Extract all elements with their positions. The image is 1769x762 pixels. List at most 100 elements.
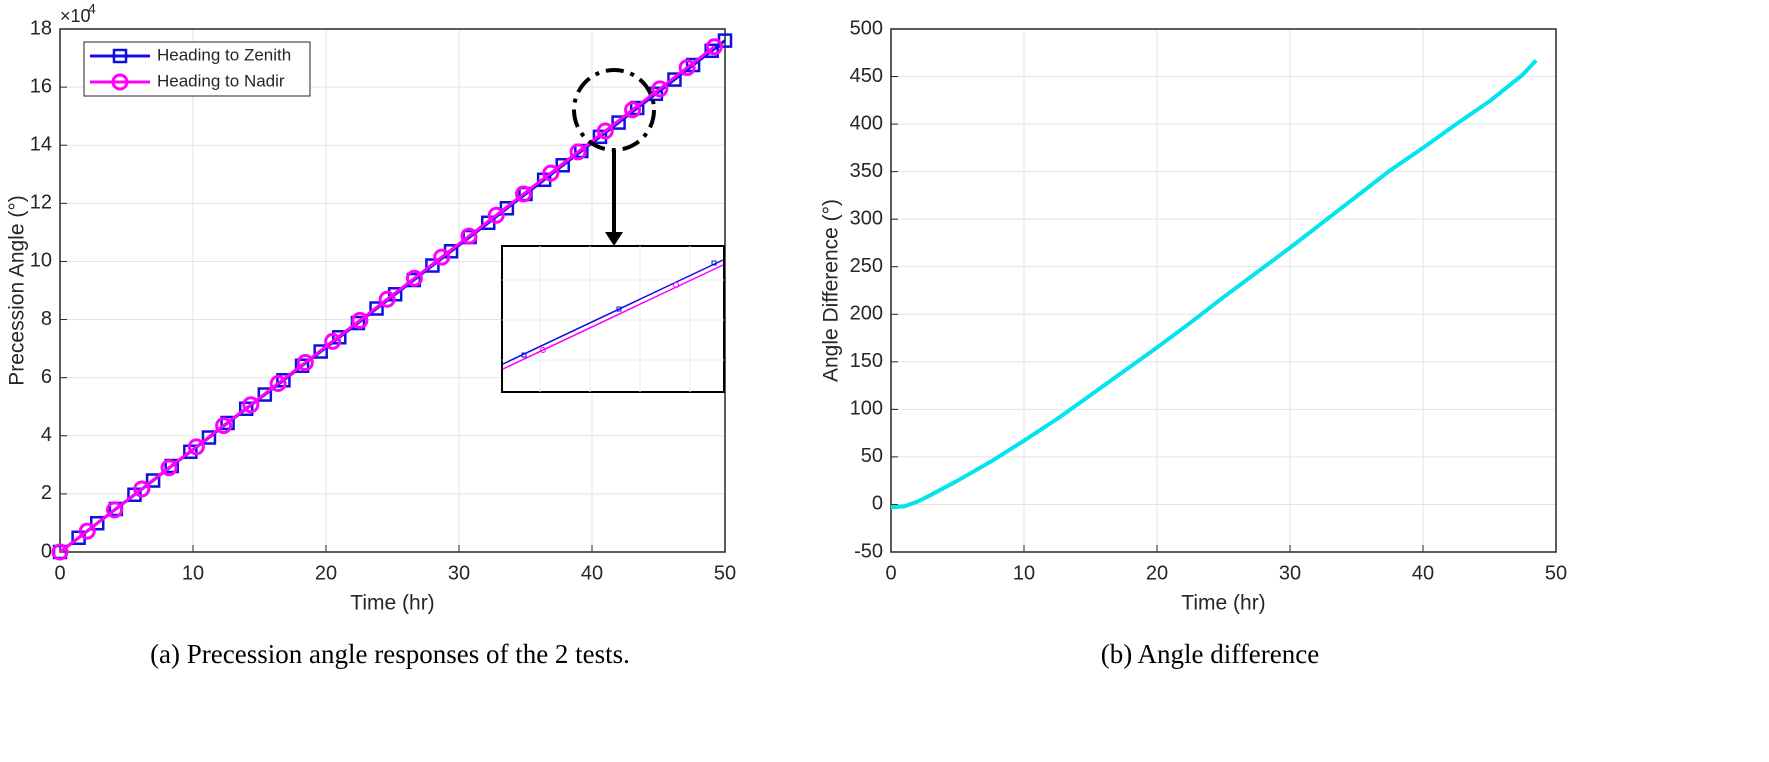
marker <box>324 332 342 350</box>
marker <box>542 164 560 182</box>
marker <box>215 417 233 435</box>
marker <box>257 387 273 402</box>
y-tick-label: 200 <box>850 303 883 325</box>
marker <box>569 143 587 161</box>
inset-marker <box>521 352 527 358</box>
marker <box>425 258 440 273</box>
x-tick-label: 20 <box>1146 562 1168 584</box>
marker <box>220 415 235 431</box>
marker <box>106 501 124 519</box>
inset-nadir-line <box>502 264 724 370</box>
x-tick-label: 50 <box>1545 562 1567 584</box>
y-tick-label: 50 <box>861 445 883 467</box>
legend-marker <box>112 48 128 64</box>
y-tick-label: 400 <box>850 112 883 134</box>
plot-area <box>891 29 1556 552</box>
marker <box>667 72 682 87</box>
inset-box <box>501 245 725 393</box>
inset-grid <box>502 246 724 392</box>
y-tick-label: 4 <box>41 424 52 446</box>
inset-marker <box>540 347 546 353</box>
marker <box>515 185 533 203</box>
x-tick-label: 30 <box>1279 562 1301 584</box>
y-tick-label: 16 <box>30 75 52 97</box>
x-axis-label: Time (hr) <box>1181 592 1265 615</box>
y-tick-label: 450 <box>850 65 883 87</box>
y-tick-label: 0 <box>41 540 52 562</box>
x-tick-label: 10 <box>1013 562 1035 584</box>
marker <box>187 438 205 456</box>
y-tick-label: 250 <box>850 255 883 277</box>
marker <box>294 358 310 374</box>
legend-label: Heading to Nadir <box>157 71 285 90</box>
x-tick-label: 10 <box>182 562 204 584</box>
y-tick-label: 10 <box>30 250 52 272</box>
y-tick-label: 100 <box>850 398 883 420</box>
marker <box>611 115 626 130</box>
y-tick-label: 12 <box>30 192 52 214</box>
y-axis-label: Angle Difference (°) <box>820 199 843 382</box>
y-tick-label: 8 <box>41 308 52 330</box>
marker <box>651 80 669 98</box>
y-tick-label: 300 <box>850 207 883 229</box>
y-tick-label: 0 <box>872 493 883 515</box>
x-tick-label: 0 <box>885 562 896 584</box>
marker <box>133 480 151 498</box>
data-line <box>59 45 716 554</box>
x-tick-label: 50 <box>714 562 736 584</box>
marker <box>705 38 723 56</box>
y-tick-label: 2 <box>41 482 52 504</box>
marker <box>269 374 287 392</box>
x-tick-label: 0 <box>54 562 65 584</box>
marker <box>378 290 396 308</box>
axes-box <box>890 28 1557 553</box>
arrow-head <box>605 232 623 246</box>
y-tick-label: 350 <box>850 160 883 182</box>
data-line <box>890 59 1538 510</box>
y-tick-label: 150 <box>850 350 883 372</box>
marker <box>201 430 217 445</box>
inset-marker <box>673 282 679 288</box>
marker <box>460 227 478 245</box>
inset-marker <box>711 260 717 266</box>
x-tick-label: 40 <box>581 562 603 584</box>
y-tick-label: -50 <box>854 540 883 562</box>
legend-label: Heading to Zenith <box>157 45 291 64</box>
caption: (a) Precession angle responses of the 2 … <box>150 639 630 669</box>
x-axis-label: Time (hr) <box>350 592 434 615</box>
inset-zenith-line <box>502 259 724 365</box>
x-tick-label: 20 <box>315 562 337 584</box>
marker <box>678 59 696 77</box>
marker <box>242 396 260 414</box>
marker <box>433 248 451 266</box>
x-tick-label: 40 <box>1412 562 1434 584</box>
x-tick-label: 30 <box>448 562 470 584</box>
marker <box>313 344 328 359</box>
caption: (b) Angle difference <box>1101 639 1319 669</box>
marker <box>238 401 254 417</box>
y-tick-label: 18 <box>30 17 52 39</box>
y-tick-label: 500 <box>850 17 883 39</box>
marker <box>351 311 369 329</box>
marker <box>596 122 614 140</box>
marker <box>624 101 642 119</box>
marker <box>704 43 719 59</box>
marker <box>89 515 105 531</box>
zoom-inset <box>501 68 725 393</box>
marker <box>296 354 314 372</box>
marker <box>487 206 505 224</box>
marker <box>369 301 384 316</box>
y-tick-label: 6 <box>41 366 52 388</box>
y-multiplier: ×10 <box>60 6 91 26</box>
marker <box>405 269 423 287</box>
marker <box>51 543 69 561</box>
marker <box>78 522 96 540</box>
inset-marker <box>616 306 622 312</box>
y-axis-label: Precession Angle (°) <box>6 195 29 386</box>
y-tick-label: 14 <box>30 134 52 156</box>
y-multiplier-exponent: 4 <box>88 1 96 17</box>
marker <box>555 158 570 173</box>
marker <box>145 473 161 488</box>
marker <box>160 459 178 477</box>
